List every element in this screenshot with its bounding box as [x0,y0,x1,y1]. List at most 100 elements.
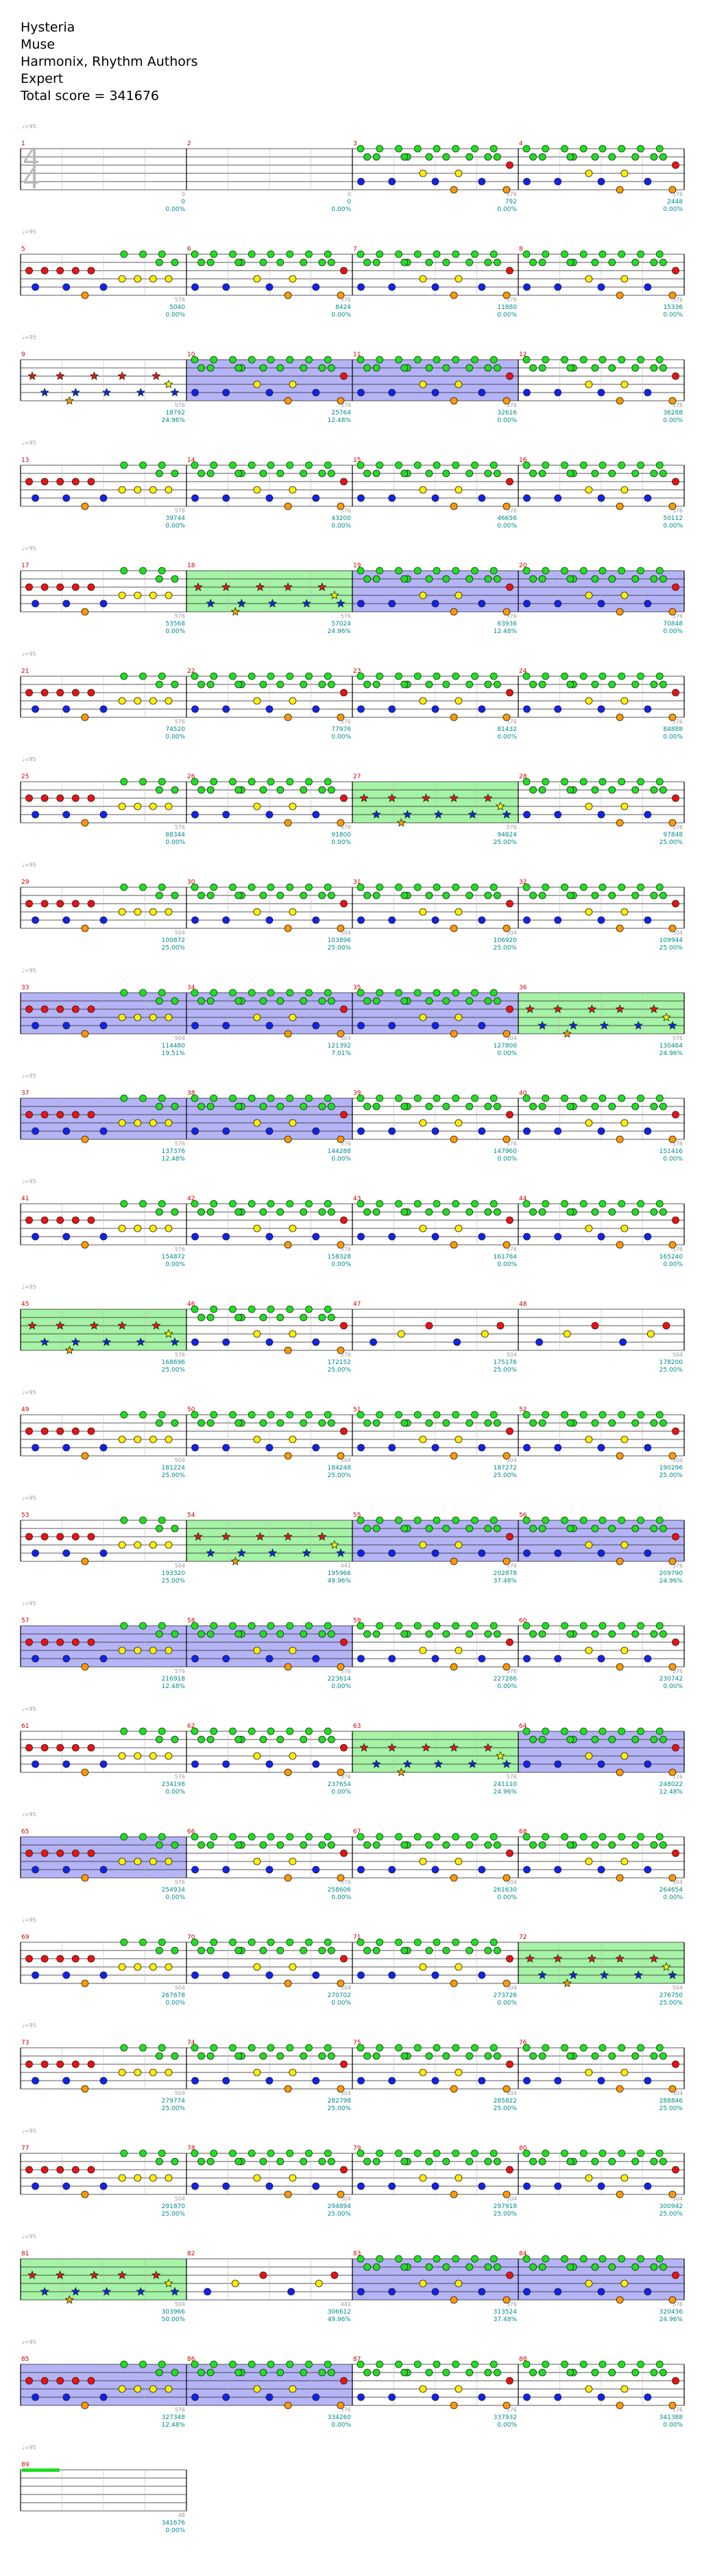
note [81,1768,89,1776]
note-green [637,672,644,680]
measure-sp-percent: 12.48% [328,417,352,424]
note-green [655,1094,664,1102]
note [388,1971,396,1979]
note [523,2393,531,2401]
measure-number: 20 [519,562,527,569]
note-green [324,1305,332,1313]
note [56,1111,64,1119]
note [419,1435,427,1444]
note [538,2052,546,2060]
note [585,1752,593,1760]
star-note [336,1548,346,1557]
measure-84 [518,2255,685,2304]
note [363,891,371,900]
star-note [89,1320,99,1330]
note [372,1102,380,1111]
note [419,1224,427,1233]
note [450,608,458,616]
note [523,810,531,819]
note-green [191,2044,199,2052]
note-green [413,672,422,680]
note [265,1760,274,1768]
note [616,608,624,616]
note-green [305,2360,313,2368]
note [337,1979,345,1987]
note-green [489,1938,498,1946]
note [253,1224,261,1233]
note [616,2296,624,2304]
tempo-marker: ♩=95 [22,2444,36,2451]
note-green [471,672,479,680]
measure-number: 81 [21,2251,29,2257]
note [597,388,605,397]
note [400,1946,409,1955]
note-green [267,2149,275,2157]
measure-score: 77976 [331,726,351,733]
note [197,997,205,1005]
note-green [267,883,275,891]
note-green [139,989,147,997]
note-green [561,883,568,891]
measure-score: 303966 [162,2309,186,2316]
note [608,2263,616,2271]
note [300,258,308,267]
note [81,819,89,827]
note [585,275,593,283]
note [25,1955,33,1963]
note-green [598,778,607,786]
note-green [395,356,402,364]
note [608,786,616,794]
note [529,2263,537,2271]
note [315,2279,323,2288]
measure-note-count: 576 [673,1035,683,1041]
note [357,2182,365,2190]
note-green [413,1200,422,1208]
measure-note-count: 576 [507,2301,517,2307]
note [400,575,409,583]
note [357,1971,365,1979]
note-green [376,1938,384,1946]
note-green [305,778,313,786]
note-green [452,989,460,997]
note [650,2263,658,2271]
note [87,794,95,802]
measure-29 [20,883,186,932]
note [155,1524,163,1533]
measure-score: 147960 [494,1148,518,1155]
measure-number: 23 [353,668,361,675]
note [300,1946,308,1955]
measure-note-count: 576 [341,1352,351,1358]
note [253,1646,261,1655]
measure-19 [352,567,518,616]
note-green [305,1305,313,1313]
note [455,2068,463,2077]
measure-64 [518,1727,685,1776]
note [99,2393,108,2401]
measure-2 [186,148,352,190]
measure-number: 7 [353,246,357,253]
note [363,1102,371,1111]
measure-score: 291870 [162,2203,186,2210]
note [300,1208,308,1216]
note [431,599,439,608]
note [585,2385,593,2393]
note-green [356,1516,365,1524]
note-green [210,1833,218,1841]
note [56,1849,64,1857]
note-green [210,672,218,680]
note-green [139,1833,147,1841]
note [503,1241,511,1249]
note [672,2377,679,2385]
note [99,1655,108,1663]
note [419,275,427,283]
note [585,591,593,599]
note-green [286,1411,294,1419]
measure-score: 172152 [328,1359,351,1366]
note [327,1208,335,1216]
note [340,1216,348,1224]
measure-number: 9 [21,351,25,358]
note [206,1735,215,1744]
note [503,1030,511,1038]
note-green [489,2255,498,2263]
note-green [413,2360,422,2368]
